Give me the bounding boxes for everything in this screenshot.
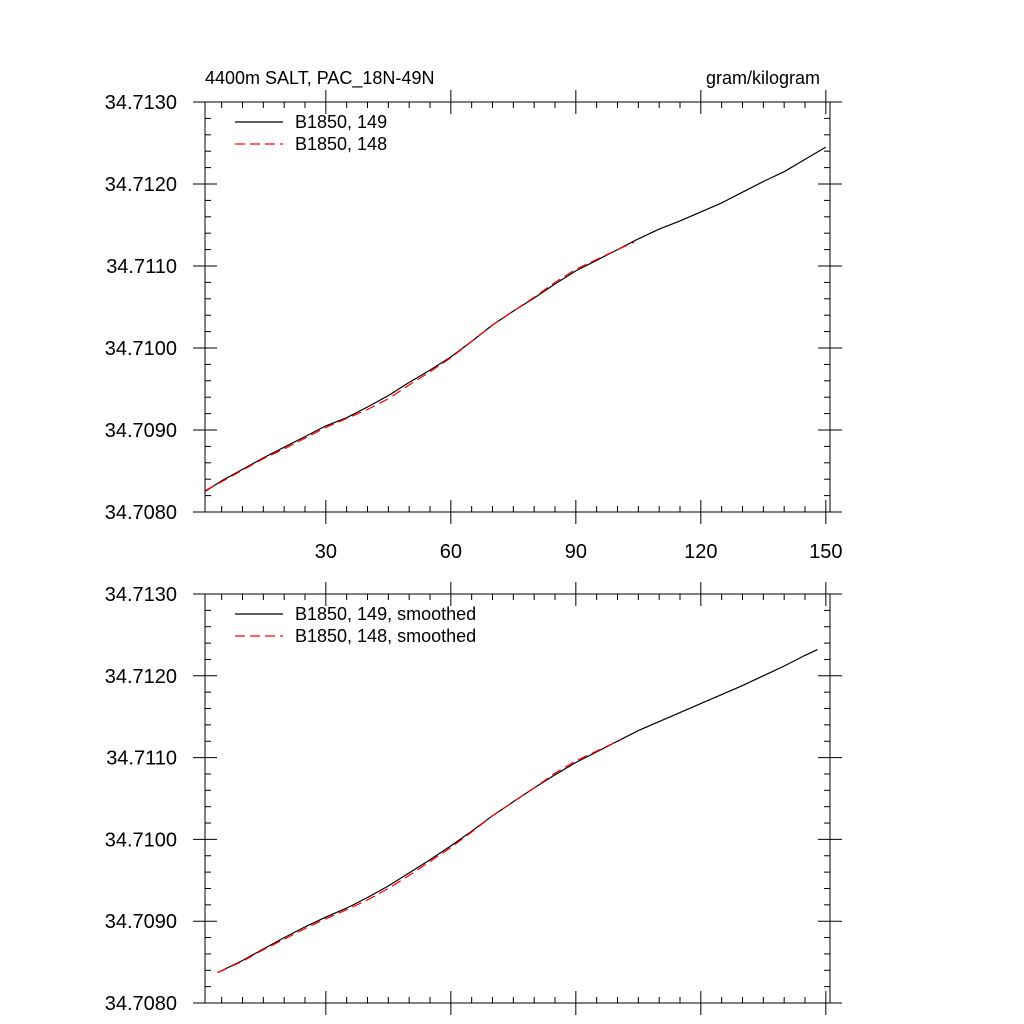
y-tick-label: 34.7080: [105, 993, 177, 1015]
y-tick-label: 34.7100: [105, 338, 177, 360]
bottom-panel: 34.7080 34.7090 34.7100 34.7110 34.7120 34.71…: [105, 582, 842, 1015]
y-tick-label: 34.7110: [106, 748, 177, 770]
x-tick-label: 30: [315, 541, 337, 563]
y-tick-label: 34.7120: [105, 666, 177, 688]
y-tick-label: 34.7090: [105, 911, 177, 933]
y-tick-label: 34.7110: [106, 256, 177, 278]
series-line-1: [204, 241, 635, 492]
x-tick-label: 120: [684, 541, 717, 563]
legend-label: B1850, 148: [295, 134, 387, 154]
x-tick-label: 60: [440, 541, 462, 563]
y-tick-label: 34.7100: [105, 829, 177, 851]
plot-frame: [204, 593, 831, 1004]
y-tick-label: 34.7120: [105, 174, 177, 196]
series-line-0: [217, 649, 818, 974]
top-panel: 34.7080 34.7090 34.7100 34.7110 34.7120 34.71…: [105, 68, 843, 563]
chart-title: 4400m SALT, PAC_18N-49N: [205, 68, 434, 89]
y-tick-label: 34.7090: [105, 420, 177, 442]
units-label: gram/kilogram: [706, 68, 820, 88]
legend-label: B1850, 149, smoothed: [295, 604, 476, 624]
y-tick-label: 34.7130: [105, 584, 177, 606]
x-tick-label: 150: [809, 541, 842, 563]
series-line-1: [217, 739, 622, 974]
legend-label: B1850, 148, smoothed: [295, 626, 476, 646]
y-tick-label: 34.7130: [105, 92, 177, 114]
plot-frame: [204, 101, 831, 513]
x-tick-label: 90: [565, 541, 587, 563]
series-line-0: [204, 146, 827, 493]
legend-label: B1850, 149: [295, 112, 387, 132]
y-tick-label: 34.7080: [105, 502, 177, 524]
